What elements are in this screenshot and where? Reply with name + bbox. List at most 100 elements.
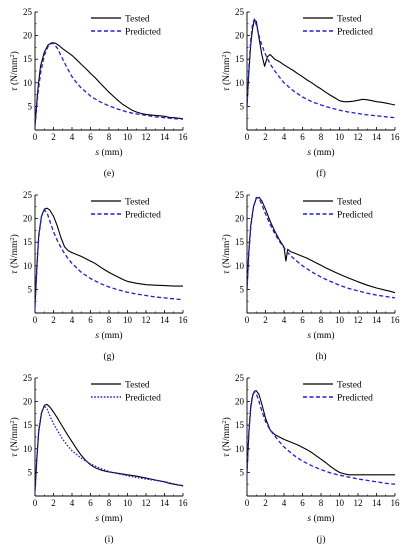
x-tick-label: 14 <box>160 132 170 142</box>
x-axis-label-unit: (mm) <box>99 147 122 158</box>
y-axis-label-exponent: 2 <box>9 54 16 57</box>
x-tick-label: 8 <box>107 498 112 508</box>
y-tick-label: 20 <box>235 397 245 407</box>
legend-label-predicted: Predicted <box>337 211 373 221</box>
series-line-predicted <box>34 405 184 492</box>
panel-label: (i) <box>105 534 114 545</box>
x-tick-label: 0 <box>33 315 38 325</box>
y-axis-label-unit: (N/mm <box>221 423 232 453</box>
legend-label-tested: Tested <box>337 381 362 391</box>
x-tick-label: 8 <box>107 315 112 325</box>
x-tick-label: 2 <box>51 498 56 508</box>
x-tick-label: 12 <box>354 315 363 325</box>
x-tick-label: 0 <box>33 132 38 142</box>
x-tick-label: 10 <box>123 132 133 142</box>
series-line-predicted <box>34 42 184 127</box>
x-tick-label: 14 <box>372 498 382 508</box>
x-axis-label: s (mm) <box>95 513 122 524</box>
x-tick-label: 16 <box>391 132 401 142</box>
x-tick-label: 0 <box>33 498 38 508</box>
x-tick-label: 10 <box>123 498 133 508</box>
y-tick-label: 25 <box>235 190 245 200</box>
x-tick-label: 14 <box>372 315 382 325</box>
x-tick-label: 6 <box>88 315 93 325</box>
y-axis-label: τ (N/mm2) <box>221 51 233 91</box>
x-axis-label-variable: s <box>95 514 99 524</box>
x-axis-label: s (mm) <box>307 330 334 341</box>
x-tick-label: 6 <box>300 498 305 508</box>
y-tick-label: 25 <box>23 373 33 383</box>
series-line-predicted <box>246 391 396 485</box>
y-tick-label: 25 <box>235 373 245 383</box>
y-axis-label-variable: τ <box>10 87 20 91</box>
x-tick-label: 12 <box>142 132 151 142</box>
x-tick-label: 10 <box>335 498 345 508</box>
x-axis-label-unit: (mm) <box>99 513 122 524</box>
y-axis-label-exponent: 2 <box>221 237 228 240</box>
y-tick-label: 25 <box>23 190 33 200</box>
x-tick-label: 4 <box>282 132 287 142</box>
x-axis-label: s (mm) <box>95 147 122 158</box>
y-axis-label: τ (N/mm2) <box>221 234 233 274</box>
x-tick-label: 2 <box>263 132 268 142</box>
x-tick-label: 10 <box>335 132 345 142</box>
x-tick-label: 12 <box>142 315 151 325</box>
x-tick-label: 4 <box>70 132 75 142</box>
x-axis-label-variable: s <box>307 514 311 524</box>
legend-label-tested: Tested <box>337 15 362 25</box>
x-axis-label-variable: s <box>307 331 311 341</box>
x-tick-label: 16 <box>391 315 401 325</box>
y-axis-label-unit: (N/mm <box>9 57 20 87</box>
x-axis-label: s (mm) <box>307 513 334 524</box>
y-tick-label: 20 <box>23 214 33 224</box>
y-tick-label: 5 <box>240 101 245 111</box>
y-tick-label: 5 <box>240 467 245 477</box>
x-axis-label-variable: s <box>95 331 99 341</box>
x-axis-label: s (mm) <box>95 330 122 341</box>
y-tick-label: 20 <box>23 397 33 407</box>
x-tick-label: 2 <box>263 498 268 508</box>
x-axis-label-variable: s <box>95 148 99 158</box>
x-tick-label: 8 <box>319 498 324 508</box>
x-tick-label: 0 <box>245 498 250 508</box>
panel-label: (e) <box>104 168 115 179</box>
x-tick-label: 10 <box>335 315 345 325</box>
y-axis-label-close: ) <box>9 51 20 54</box>
y-tick-label: 15 <box>23 54 33 64</box>
panel-label: (h) <box>315 351 326 362</box>
y-tick-label: 15 <box>235 237 245 247</box>
x-tick-label: 12 <box>354 498 363 508</box>
y-axis-label-close: ) <box>221 417 232 420</box>
x-tick-label: 6 <box>88 132 93 142</box>
y-axis-label-exponent: 2 <box>221 420 228 423</box>
x-tick-label: 12 <box>142 498 151 508</box>
y-axis-label: τ (N/mm2) <box>9 51 21 91</box>
series-line-tested <box>34 207 183 306</box>
y-tick-label: 15 <box>23 420 33 430</box>
y-tick-label: 10 <box>235 78 245 88</box>
y-axis-label: τ (N/mm2) <box>9 234 21 274</box>
y-tick-label: 10 <box>23 444 33 454</box>
x-tick-label: 4 <box>282 315 287 325</box>
y-tick-label: 20 <box>235 31 245 41</box>
y-axis-label-variable: τ <box>222 87 232 91</box>
x-tick-label: 6 <box>300 315 305 325</box>
x-tick-label: 8 <box>107 132 112 142</box>
y-axis-label-variable: τ <box>222 453 232 457</box>
y-tick-label: 10 <box>23 78 33 88</box>
panel-label: (f) <box>316 168 326 179</box>
y-axis-label-close: ) <box>9 417 20 420</box>
x-axis-label: s (mm) <box>307 147 334 158</box>
x-tick-label: 16 <box>179 498 189 508</box>
y-tick-label: 5 <box>28 284 33 294</box>
x-tick-label: 2 <box>51 315 56 325</box>
x-axis-label-variable: s <box>307 148 311 158</box>
series-line-tested <box>34 403 184 492</box>
y-axis-label-exponent: 2 <box>9 237 16 240</box>
x-tick-label: 0 <box>245 132 250 142</box>
y-axis-label-close: ) <box>221 51 232 54</box>
x-tick-label: 4 <box>70 498 75 508</box>
